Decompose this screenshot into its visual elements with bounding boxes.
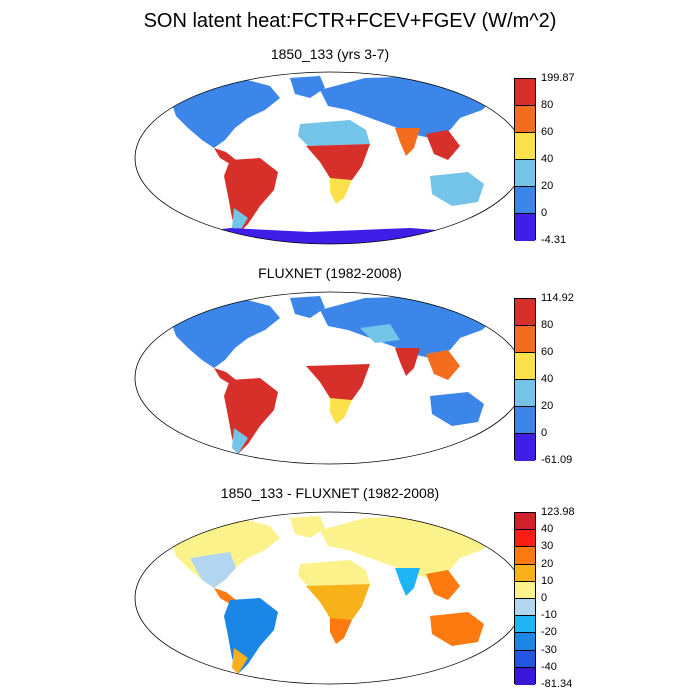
africa-south: [330, 178, 352, 204]
north-america-south: [190, 552, 236, 588]
colorbar-segment: [515, 650, 535, 668]
colorbar-label: -40: [541, 660, 557, 673]
colorbar-segment: [515, 79, 535, 106]
africa-north: [298, 120, 370, 146]
southeast-asia: [426, 130, 460, 160]
panel-1-colorbar: [514, 78, 536, 241]
colorbar-label: 123.98: [541, 506, 575, 518]
colorbar-segment: [515, 407, 535, 434]
south-america: [224, 598, 278, 674]
colorbar-segment: [515, 547, 535, 565]
australia: [430, 612, 484, 646]
colorbar-label: 0: [541, 427, 548, 439]
colorbar-label: 80: [541, 319, 554, 331]
colorbar-label: 20: [541, 557, 554, 570]
colorbar-label: -30: [541, 643, 557, 656]
colorbar-segment: [515, 633, 535, 651]
australia: [430, 172, 484, 206]
colorbar-segment: [515, 326, 535, 353]
south-america-south: [232, 648, 248, 674]
australia: [430, 392, 484, 426]
south-america: [224, 158, 278, 234]
colorbar-segment: [515, 106, 535, 133]
southeast-asia: [426, 570, 460, 600]
south-america-south: [232, 428, 248, 454]
south-america-south: [232, 208, 248, 234]
main-title: SON latent heat:FCTR+FCEV+FGEV (W/m^2): [143, 10, 557, 32]
panel-1-title: 1850_133 (yrs 3-7): [270, 46, 390, 62]
greenland: [290, 516, 325, 538]
panel-2-map: [134, 291, 526, 465]
panel-2-title: FLUXNET (1982-2008): [258, 265, 402, 281]
panel-2-colorbar: [514, 298, 536, 461]
india: [395, 348, 420, 376]
colorbar-segment: [515, 214, 535, 241]
southeast-asia: [426, 350, 460, 380]
africa-south: [330, 398, 352, 424]
colorbar-label: 20: [541, 400, 554, 412]
colorbar-label: -20: [541, 626, 557, 639]
greenland: [290, 76, 325, 98]
colorbar-label: 199.87: [541, 72, 575, 84]
colorbar-label: -61.09: [541, 454, 573, 466]
africa-central: [306, 364, 370, 408]
india: [395, 128, 420, 156]
colorbar-label: 10: [541, 574, 554, 587]
colorbar-label: -10: [541, 609, 557, 622]
colorbar-segment: [515, 530, 535, 548]
colorbar-label: 30: [541, 540, 554, 553]
panel-1-map: [134, 71, 526, 245]
colorbar-label: 40: [541, 373, 554, 385]
colorbar-segment: [515, 564, 535, 582]
central-asia: [360, 324, 400, 343]
colorbar-segment: [515, 598, 535, 617]
colorbar-segment: [515, 434, 535, 461]
colorbar-label: 60: [541, 126, 554, 138]
panel-3-title: 1850_133 - FLUXNET (1982-2008): [220, 485, 440, 501]
colorbar-segment: [515, 380, 535, 407]
africa-central: [306, 144, 370, 188]
colorbar-segment: [515, 581, 535, 599]
panel-3-colorbar: [514, 512, 536, 685]
colorbar-segment: [515, 353, 535, 380]
colorbar-label: 80: [541, 99, 554, 111]
colorbar-label: 40: [541, 153, 554, 165]
colorbar-segment: [515, 187, 535, 214]
colorbar-label: 20: [541, 180, 554, 192]
antarctica: [150, 228, 510, 244]
india: [395, 568, 420, 596]
north-america: [170, 298, 280, 368]
colorbar-label: 114.92: [541, 292, 574, 304]
south-america: [224, 378, 278, 454]
colorbar-label: -4.31: [541, 234, 567, 246]
colorbar-segment: [515, 667, 535, 685]
africa-north: [298, 340, 370, 366]
colorbar-segment: [515, 513, 535, 531]
colorbar-label: 60: [541, 346, 554, 358]
colorbar-segment: [515, 616, 535, 634]
colorbar-label: -81.34: [541, 678, 573, 690]
africa-central: [306, 584, 370, 628]
colorbar-segment: [515, 160, 535, 187]
colorbar-label: 0: [541, 592, 548, 604]
colorbar-segment: [515, 299, 535, 326]
panel-3-map: [134, 511, 526, 685]
colorbar-label: 0: [541, 207, 548, 219]
greenland: [290, 296, 325, 318]
north-america: [170, 78, 280, 148]
africa-north: [298, 560, 370, 586]
colorbar-label: 40: [541, 523, 554, 536]
colorbar-segment: [515, 133, 535, 160]
africa-south: [330, 618, 352, 644]
